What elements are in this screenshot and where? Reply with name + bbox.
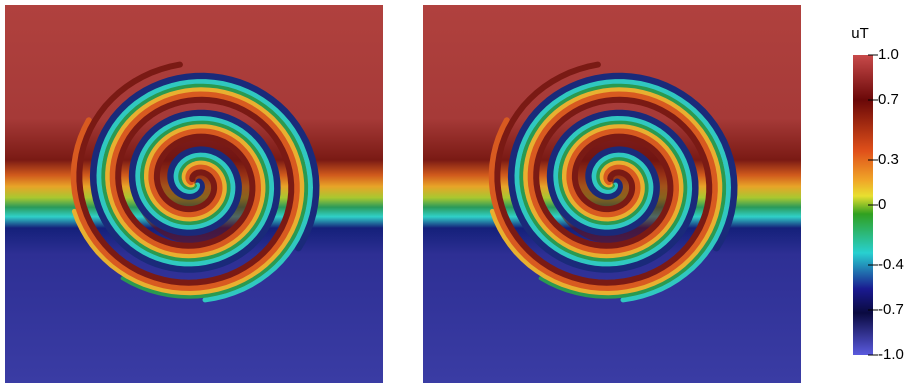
colorbar-tick-label: 0.3 xyxy=(878,151,899,168)
colorbar-title: uT xyxy=(851,25,869,42)
colorbar-tick-label: -0.4 xyxy=(878,256,904,273)
colorbar-tick-label: 0 xyxy=(878,196,886,213)
page: uT 1.0 0.7 0.3 0 -0.4 -0.7 -1.0 xyxy=(0,0,920,390)
colorbar-tick-label: 1.0 xyxy=(878,46,899,63)
colorbar-tick-label: -1.0 xyxy=(878,346,904,363)
colorbar-tick-label: -0.7 xyxy=(878,301,904,318)
visualization: uT 1.0 0.7 0.3 0 -0.4 -0.7 -1.0 xyxy=(0,0,920,390)
colorbar-tick-label: 0.7 xyxy=(878,91,899,108)
